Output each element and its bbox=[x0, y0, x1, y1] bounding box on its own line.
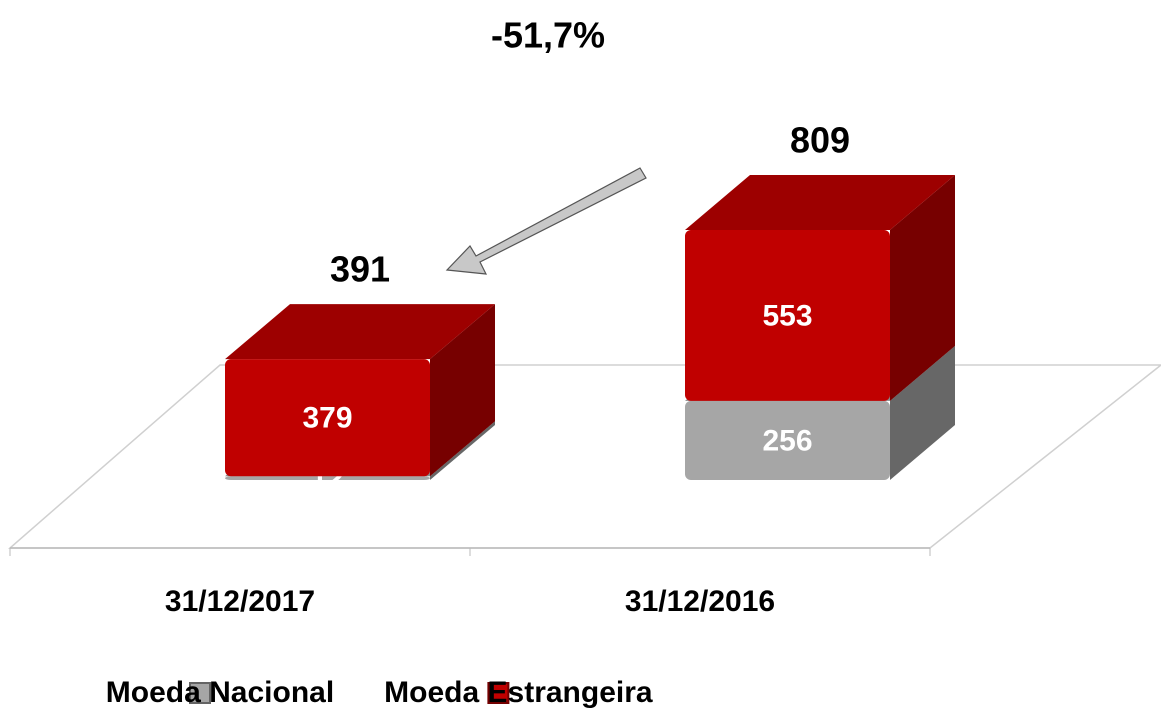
bar-top bbox=[685, 175, 955, 230]
bar bbox=[225, 359, 430, 477]
bar-side bbox=[430, 304, 495, 477]
data-label: 553 bbox=[762, 299, 812, 332]
x-tick-label: 31/12/2017 bbox=[165, 585, 315, 618]
bar bbox=[685, 400, 890, 480]
total-label: 391 bbox=[330, 249, 390, 290]
bar bbox=[685, 230, 890, 401]
data-label: 379 bbox=[302, 402, 352, 435]
bar-segment: 553 bbox=[685, 175, 955, 401]
total-label: 809 bbox=[790, 120, 850, 161]
legend-label: Moeda Estrangeira bbox=[384, 676, 653, 709]
x-tick-label: 31/12/2016 bbox=[625, 585, 775, 618]
bar bbox=[225, 476, 430, 480]
bar-side bbox=[890, 345, 955, 480]
bar-side bbox=[430, 421, 495, 480]
floor bbox=[7, 364, 1161, 549]
legend-marker bbox=[189, 682, 211, 704]
change-arrow bbox=[445, 167, 647, 275]
legend-marker bbox=[487, 682, 510, 704]
bar-top bbox=[225, 304, 495, 360]
data-label: 256 bbox=[762, 424, 812, 457]
legend-label: Moeda Nacional bbox=[106, 676, 334, 709]
bar-segment: 379 bbox=[225, 304, 495, 477]
bar-side bbox=[890, 175, 955, 401]
legend: Moeda Nacional Moeda Estrangeira bbox=[106, 676, 653, 709]
annotation: -51,7% bbox=[491, 15, 605, 56]
